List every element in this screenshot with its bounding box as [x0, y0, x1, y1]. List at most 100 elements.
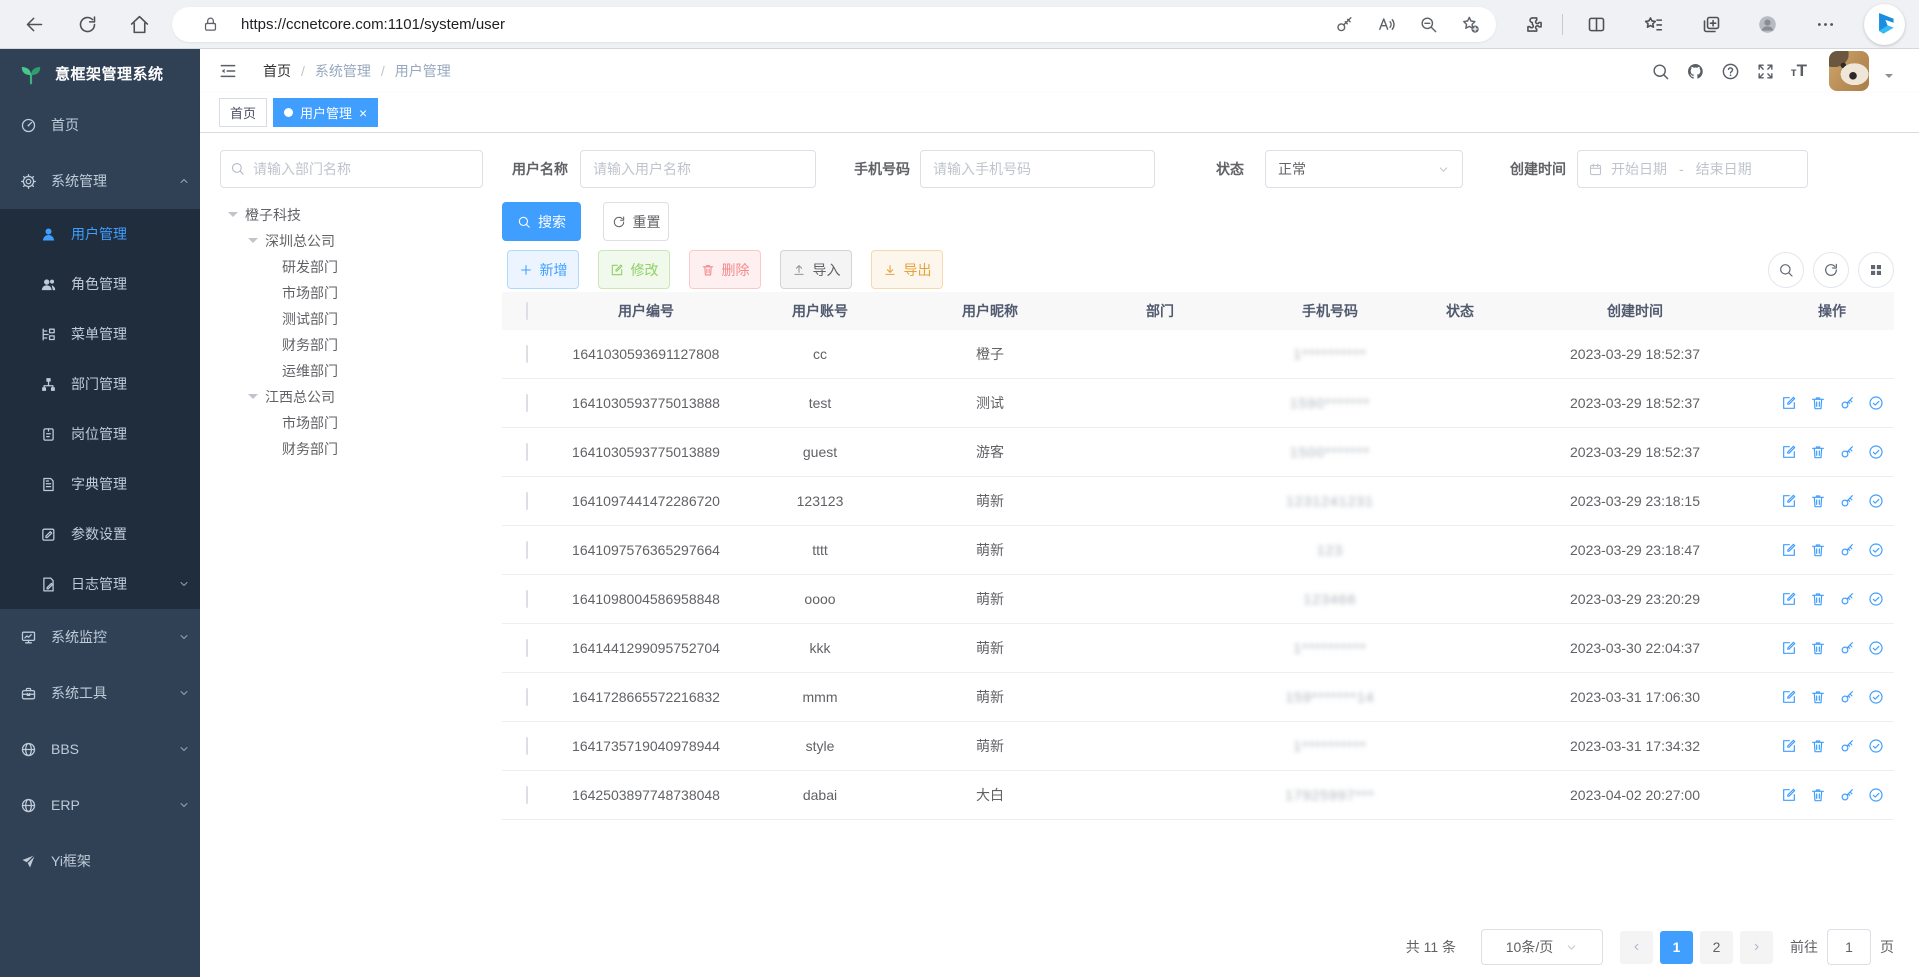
help-icon[interactable] — [1721, 62, 1740, 81]
row-reset-password-icon[interactable] — [1839, 444, 1855, 460]
row-checkbox[interactable] — [526, 590, 528, 608]
column-settings-button[interactable] — [1858, 251, 1894, 288]
status-select[interactable]: 正常 — [1265, 150, 1463, 188]
row-assign-role-icon[interactable] — [1868, 640, 1884, 656]
tree-node[interactable]: 江西总公司 — [220, 384, 488, 410]
avatar-caret-icon[interactable] — [1885, 74, 1893, 82]
row-edit-icon[interactable] — [1781, 787, 1797, 803]
tree-node[interactable]: 测试部门 — [220, 306, 488, 332]
row-assign-role-icon[interactable] — [1868, 738, 1884, 754]
row-edit-icon[interactable] — [1781, 395, 1797, 411]
read-aloud-icon[interactable] — [1377, 15, 1396, 34]
row-checkbox[interactable] — [526, 394, 528, 412]
row-assign-role-icon[interactable] — [1868, 444, 1884, 460]
close-tab-icon[interactable]: × — [359, 104, 368, 121]
row-delete-icon[interactable] — [1810, 542, 1826, 558]
row-edit-icon[interactable] — [1781, 640, 1797, 656]
row-reset-password-icon[interactable] — [1839, 738, 1855, 754]
username-input[interactable] — [580, 150, 816, 188]
row-checkbox[interactable] — [526, 737, 528, 755]
sidebar-item-param[interactable]: 参数设置 — [0, 509, 200, 559]
tree-expand-icon[interactable] — [248, 394, 258, 404]
date-end-placeholder[interactable]: 结束日期 — [1695, 161, 1752, 177]
url-text[interactable]: https://ccnetcore.com:1101/system/user — [241, 16, 506, 33]
font-size-icon[interactable]: тT — [1790, 61, 1807, 80]
next-page-button[interactable]: › — [1740, 930, 1773, 964]
sidebar-item-menu[interactable]: 菜单管理 — [0, 309, 200, 359]
address-bar[interactable]: https://ccnetcore.com:1101/system/user — [172, 7, 1496, 42]
row-edit-icon[interactable] — [1781, 493, 1797, 509]
extensions-icon[interactable] — [1524, 14, 1545, 35]
breadcrumb-home[interactable]: 首页 — [263, 63, 291, 79]
browser-menu-dots-icon[interactable] — [1815, 14, 1836, 35]
select-all-checkbox[interactable] — [526, 302, 528, 320]
row-delete-icon[interactable] — [1810, 689, 1826, 705]
row-delete-icon[interactable] — [1810, 640, 1826, 656]
row-reset-password-icon[interactable] — [1839, 689, 1855, 705]
sidebar-item-post[interactable]: 岗位管理 — [0, 409, 200, 459]
row-edit-icon[interactable] — [1781, 444, 1797, 460]
sidebar-item-role[interactable]: 角色管理 — [0, 259, 200, 309]
sidebar-item-monitor[interactable]: 系统监控 — [0, 609, 200, 665]
collapse-sidebar-icon[interactable] — [218, 61, 238, 81]
github-icon[interactable] — [1686, 62, 1705, 81]
tree-node[interactable]: 市场部门 — [220, 410, 488, 436]
tab-user-management[interactable]: 用户管理 × — [273, 98, 379, 127]
row-reset-password-icon[interactable] — [1839, 591, 1855, 607]
browser-back-icon[interactable] — [24, 14, 45, 35]
tree-node[interactable]: 深圳总公司 — [220, 228, 488, 254]
sidebar-item-bbs[interactable]: BBS — [0, 721, 200, 777]
sidebar-item-dept[interactable]: 部门管理 — [0, 359, 200, 409]
row-assign-role-icon[interactable] — [1868, 542, 1884, 558]
tree-node[interactable]: 运维部门 — [220, 358, 488, 384]
browser-profile-icon[interactable] — [1757, 14, 1778, 35]
sidebar-item-log[interactable]: 日志管理 — [0, 559, 200, 609]
row-reset-password-icon[interactable] — [1839, 542, 1855, 558]
bing-chat-icon[interactable] — [1864, 4, 1905, 45]
row-delete-icon[interactable] — [1810, 787, 1826, 803]
sidebar-item-system[interactable]: 系统管理 — [0, 153, 200, 209]
browser-reload-icon[interactable] — [77, 14, 98, 35]
show-search-button[interactable] — [1768, 251, 1804, 288]
tab-home[interactable]: 首页 — [219, 98, 268, 127]
row-edit-icon[interactable] — [1781, 689, 1797, 705]
row-delete-icon[interactable] — [1810, 444, 1826, 460]
refresh-table-button[interactable] — [1813, 251, 1849, 288]
date-start-placeholder[interactable]: 开始日期 — [1611, 161, 1667, 177]
row-delete-icon[interactable] — [1810, 395, 1826, 411]
page-button-2[interactable]: 2 — [1700, 930, 1733, 964]
fullscreen-icon[interactable] — [1756, 62, 1775, 81]
page-button-1[interactable]: 1 — [1660, 930, 1693, 964]
row-delete-icon[interactable] — [1810, 738, 1826, 754]
tree-node[interactable]: 财务部门 — [220, 436, 488, 462]
tree-node[interactable]: 研发部门 — [220, 254, 488, 280]
sidebar-item-yi[interactable]: Yi框架 — [0, 833, 200, 889]
row-assign-role-icon[interactable] — [1868, 787, 1884, 803]
row-edit-icon[interactable] — [1781, 738, 1797, 754]
row-checkbox[interactable] — [526, 786, 528, 804]
reset-button[interactable]: 重置 — [603, 202, 669, 241]
row-checkbox[interactable] — [526, 443, 528, 461]
tree-node[interactable]: 橙子科技 — [220, 202, 488, 228]
row-assign-role-icon[interactable] — [1868, 493, 1884, 509]
tree-node[interactable]: 市场部门 — [220, 280, 488, 306]
user-avatar[interactable] — [1829, 51, 1869, 91]
row-checkbox[interactable] — [526, 345, 528, 363]
password-key-icon[interactable] — [1335, 15, 1354, 34]
browser-home-icon[interactable] — [129, 14, 150, 35]
breadcrumb-system[interactable]: 系统管理 — [314, 63, 371, 79]
row-checkbox[interactable] — [526, 492, 528, 510]
date-range-picker[interactable]: 开始日期 - 结束日期 — [1577, 150, 1808, 188]
dept-search-input[interactable] — [220, 150, 483, 188]
delete-button[interactable]: 删除 — [689, 250, 761, 289]
sidebar-item-user[interactable]: 用户管理 — [0, 209, 200, 259]
row-assign-role-icon[interactable] — [1868, 395, 1884, 411]
row-delete-icon[interactable] — [1810, 493, 1826, 509]
sidebar-item-erp[interactable]: ERP — [0, 777, 200, 833]
tree-node[interactable]: 财务部门 — [220, 332, 488, 358]
row-assign-role-icon[interactable] — [1868, 689, 1884, 705]
row-reset-password-icon[interactable] — [1839, 395, 1855, 411]
row-checkbox[interactable] — [526, 639, 528, 657]
split-screen-icon[interactable] — [1586, 14, 1607, 35]
sidebar-item-tool[interactable]: 系统工具 — [0, 665, 200, 721]
